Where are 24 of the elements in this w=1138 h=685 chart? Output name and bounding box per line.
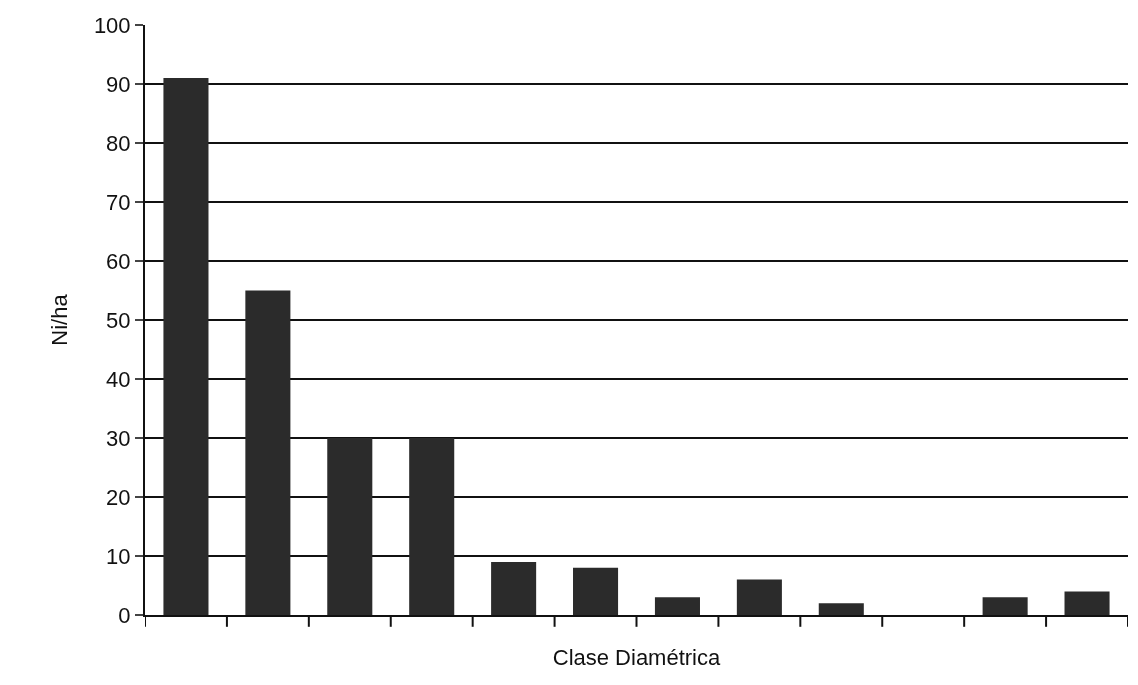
bar [163, 78, 209, 615]
y-tick-label: 10 [106, 543, 131, 569]
y-tick-label: 70 [106, 189, 131, 215]
bar [409, 438, 455, 615]
bar [573, 567, 619, 615]
y-tick-label: 90 [106, 71, 131, 97]
y-tick-label: 50 [106, 307, 131, 333]
x-axis-title: Clase Diamétrica [552, 645, 722, 671]
y-tick-label: 30 [106, 425, 131, 451]
y-tick-label: 0 [118, 602, 131, 628]
y-tick-label: 40 [106, 366, 131, 392]
y-tick-label: 80 [106, 130, 131, 156]
y-tick-label: 100 [93, 12, 131, 38]
y-tick-label: 60 [106, 248, 131, 274]
bar [245, 290, 291, 615]
bar [736, 579, 782, 615]
bar [1064, 591, 1110, 615]
bar [654, 597, 700, 615]
bar [818, 603, 864, 615]
bar [491, 561, 537, 615]
y-axis-title: Ni/ha [47, 293, 73, 346]
bar [327, 438, 373, 615]
bar [982, 597, 1028, 615]
y-tick-label: 20 [106, 484, 131, 510]
